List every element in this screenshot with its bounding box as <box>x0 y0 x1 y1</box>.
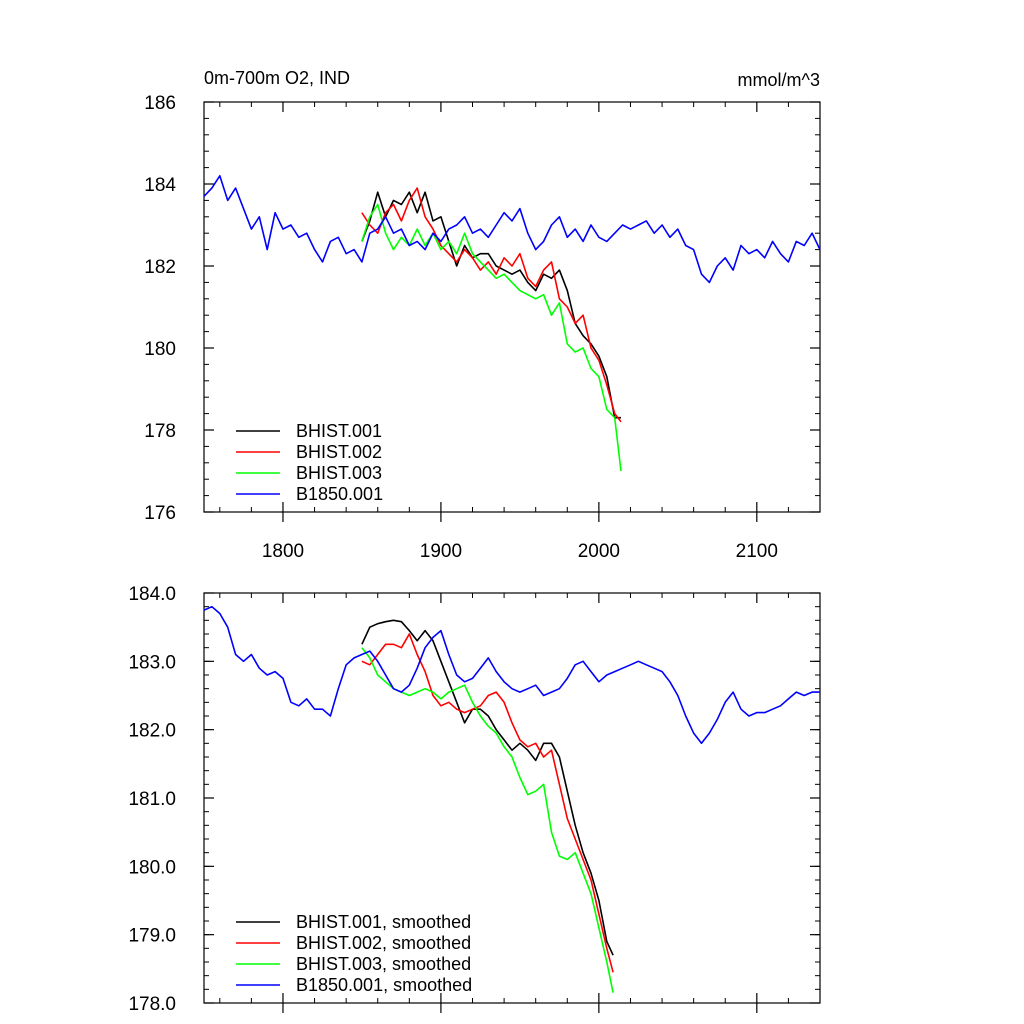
y-tick-label: 182.0 <box>128 721 176 742</box>
legend-label: BHIST.003 <box>296 463 382 483</box>
y-tick-label: 178.0 <box>128 994 176 1015</box>
units-label: mmol/m^3 <box>738 70 820 90</box>
bottom-panel: 178.0 179.0 180.0 181.0 182.0 183.0 184.0 BHIST… <box>128 584 821 1015</box>
legend-label: B1850.001, smoothed <box>296 975 472 995</box>
y-tick-label: 180.0 <box>128 857 176 878</box>
legend-label: BHIST.001, smoothed <box>296 912 471 932</box>
legend-label: BHIST.001 <box>296 421 382 441</box>
y-tick-label: 181.0 <box>128 789 176 810</box>
x-tick-label: 1900 <box>420 541 462 562</box>
top-panel: 176 178 180 182 184 186 1800 1900 2000 2100 BHIST.… <box>144 93 821 562</box>
y-tick-label: 186 <box>144 93 176 114</box>
series-line <box>361 191 621 419</box>
plot-frame <box>203 101 821 513</box>
y-tick-label: 180 <box>144 339 176 360</box>
series-line <box>361 187 622 423</box>
x-tick-label: 2000 <box>578 541 620 562</box>
x-tick-label: 1800 <box>262 541 304 562</box>
legend-label: BHIST.003, smoothed <box>296 954 471 974</box>
series-line <box>361 647 614 993</box>
chart-title: 0m-700m O2, IND <box>204 68 350 88</box>
y-tick-label: 178 <box>144 421 176 442</box>
y-tick-label: 183.0 <box>128 652 176 673</box>
y-tick-label: 179.0 <box>128 926 176 947</box>
y-tick-label: 184 <box>144 175 176 196</box>
legend-label: BHIST.002 <box>296 442 382 462</box>
series-line <box>361 633 614 973</box>
series-line <box>203 605 820 745</box>
series-line <box>203 175 821 284</box>
y-tick-label: 184.0 <box>128 584 176 605</box>
legend-label: B1850.001 <box>296 484 383 504</box>
x-tick-label: 2100 <box>736 541 778 562</box>
y-tick-label: 182 <box>144 257 176 278</box>
series-line <box>361 203 622 472</box>
legend-label: BHIST.002, smoothed <box>296 933 471 953</box>
y-tick-label: 176 <box>144 503 176 524</box>
series-line <box>361 619 614 956</box>
